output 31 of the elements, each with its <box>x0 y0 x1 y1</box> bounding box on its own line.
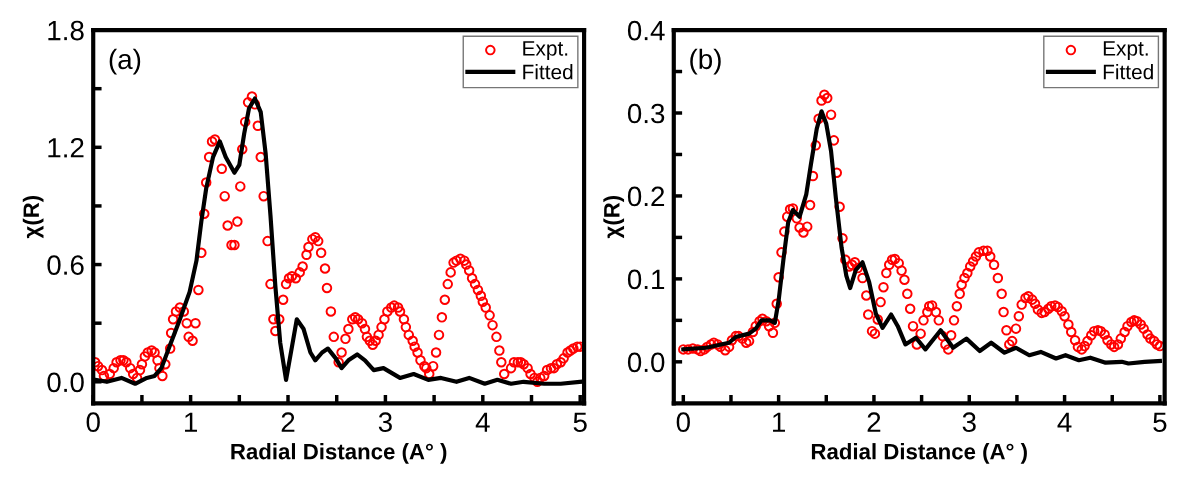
annotation: (a) <box>109 48 141 75</box>
y-tick-label: 0.3 <box>627 103 665 124</box>
legend-label: Expt. <box>1103 41 1148 60</box>
x-axis-title: Radial Distance (A° ) <box>811 443 1027 464</box>
legend-label: Fitted <box>523 64 573 80</box>
x-tick-label: 4 <box>1057 412 1072 432</box>
x-tick-label: 3 <box>378 412 392 433</box>
x-tick-label: 2 <box>281 412 295 432</box>
y-tick-label: 0.4 <box>627 20 665 41</box>
y-tick-label: 0.2 <box>627 186 665 207</box>
legend-label: Fitted <box>1103 64 1153 80</box>
x-tick-label: 1 <box>185 412 197 432</box>
x-tick-label: 0 <box>86 412 100 433</box>
x-tick-label: 1 <box>773 412 785 432</box>
x-tick-label: 3 <box>962 412 976 433</box>
y-tick-label: 0.1 <box>627 269 665 290</box>
x-tick-label: 4 <box>475 412 490 432</box>
y-tick-label: 0.6 <box>47 255 84 275</box>
y-tick-label: 0.0 <box>47 372 84 393</box>
annotation: (b) <box>690 48 721 75</box>
legend-label: Expt. <box>523 41 568 60</box>
y-tick-label: 0.0 <box>627 352 665 373</box>
y-tick-label: 1.8 <box>48 20 84 41</box>
x-tick-label: 0 <box>676 412 690 433</box>
x-tick-label: 2 <box>867 412 881 432</box>
y-tick-label: 1.2 <box>48 137 84 158</box>
x-tick-label: 5 <box>573 412 587 433</box>
y-axis-title: χ(R) <box>22 195 44 239</box>
x-axis-title: Radial Distance (A° ) <box>231 443 447 464</box>
x-tick-label: 5 <box>1153 412 1167 433</box>
y-axis-title: χ(R) <box>603 195 625 239</box>
